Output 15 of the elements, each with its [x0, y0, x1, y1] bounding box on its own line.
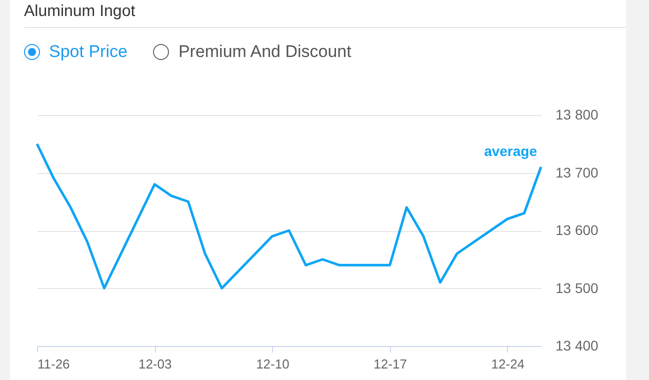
line-series: [36, 142, 542, 290]
y-tick-label: 13 800: [556, 106, 599, 122]
text: Premium And Discount: [178, 42, 352, 62]
text: Spot Price: [49, 42, 128, 62]
series-label: average: [484, 142, 538, 159]
y-tick-label: 13 500: [556, 280, 599, 296]
x-tick-label: 12-10: [256, 356, 290, 372]
x-tick-label: 12-24: [491, 356, 525, 372]
x-tick-label: 12-17: [374, 356, 407, 372]
x-tick-label: 12-03: [138, 356, 172, 372]
y-tick-label: 13 700: [556, 164, 599, 180]
y-tick-label: 13 400: [556, 338, 599, 354]
x-tick-label: 11-26: [38, 356, 70, 372]
chart-title: Aluminum Ingot: [24, 3, 136, 21]
y-tick-label: 13 600: [556, 222, 599, 238]
